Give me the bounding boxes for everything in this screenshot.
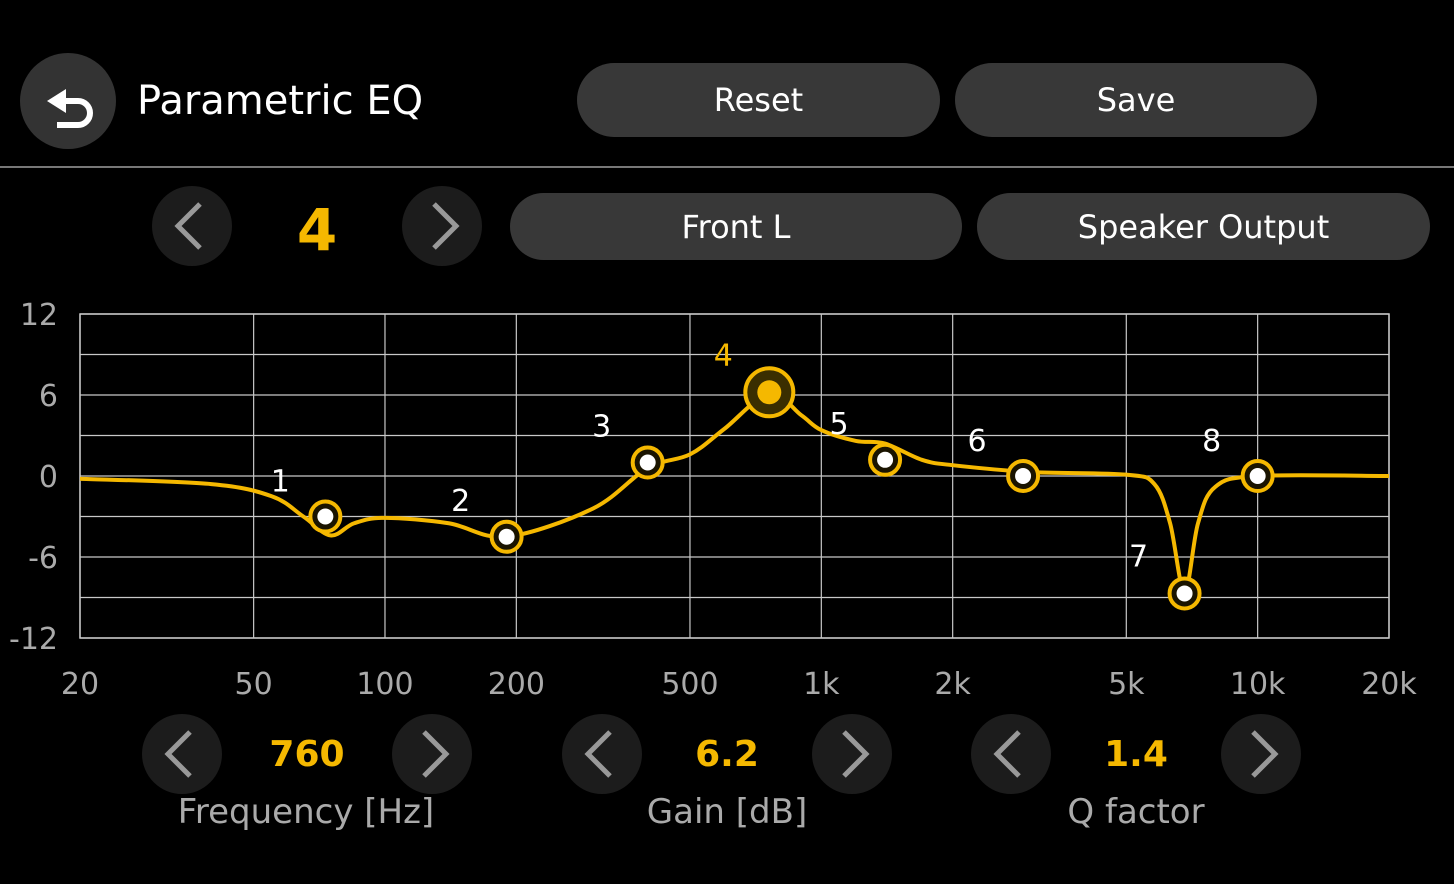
channel-button[interactable]: Front L bbox=[510, 193, 962, 260]
x-tick-label: 10k bbox=[1230, 667, 1286, 702]
band-handle-2[interactable] bbox=[489, 519, 524, 554]
band-handle-4[interactable] bbox=[743, 366, 796, 419]
back-button[interactable] bbox=[20, 53, 116, 149]
x-tick-label: 5k bbox=[1108, 667, 1145, 702]
band-label-5: 5 bbox=[830, 407, 849, 442]
x-tick-label: 1k bbox=[803, 667, 840, 702]
gain-next-button[interactable] bbox=[812, 714, 892, 794]
frequency-prev-button[interactable] bbox=[142, 714, 222, 794]
save-button[interactable]: Save bbox=[955, 63, 1317, 137]
x-tick-label: 500 bbox=[661, 667, 718, 702]
band-label-1: 1 bbox=[271, 465, 290, 500]
chevron-right-icon bbox=[842, 730, 870, 778]
chevron-left-icon bbox=[164, 730, 192, 778]
chevron-right-icon bbox=[432, 202, 460, 250]
response-curve bbox=[79, 391, 1390, 595]
band-handle-1[interactable] bbox=[308, 499, 343, 534]
y-tick-label: 12 bbox=[20, 298, 58, 333]
band-label-6: 6 bbox=[968, 424, 987, 459]
band-label-8: 8 bbox=[1202, 424, 1221, 459]
chevron-right-icon bbox=[1251, 730, 1279, 778]
frequency-next-button[interactable] bbox=[392, 714, 472, 794]
band-label-4: 4 bbox=[714, 338, 733, 373]
frequency-label: Frequency [Hz] bbox=[177, 792, 435, 832]
band-handle-5[interactable] bbox=[868, 442, 903, 477]
x-tick-label: 20 bbox=[61, 667, 99, 702]
q-label: Q factor bbox=[1067, 792, 1205, 832]
band-label-7: 7 bbox=[1129, 539, 1148, 574]
gain-label: Gain [dB] bbox=[646, 792, 808, 832]
back-arrow-icon bbox=[47, 89, 93, 128]
page-title: Parametric EQ bbox=[137, 78, 424, 124]
q-prev-button[interactable] bbox=[971, 714, 1051, 794]
y-tick-label: 0 bbox=[39, 460, 58, 495]
x-tick-label: 2k bbox=[934, 667, 971, 702]
y-tick-label: -6 bbox=[28, 541, 58, 576]
chevron-left-icon bbox=[174, 202, 202, 250]
gain-value: 6.2 bbox=[695, 734, 759, 775]
band-handle-8[interactable] bbox=[1240, 459, 1275, 493]
reset-button[interactable]: Reset bbox=[577, 63, 940, 137]
x-tick-label: 200 bbox=[488, 667, 545, 702]
chevron-left-icon bbox=[584, 730, 612, 778]
band-handle-3[interactable] bbox=[630, 445, 665, 480]
gain-prev-button[interactable] bbox=[562, 714, 642, 794]
y-tick-label: -12 bbox=[9, 622, 58, 657]
band-label-2: 2 bbox=[451, 484, 470, 519]
chevron-left-icon bbox=[993, 730, 1021, 778]
speaker-output-button[interactable]: Speaker Output bbox=[977, 193, 1430, 260]
header-divider bbox=[0, 166, 1454, 168]
frequency-value: 760 bbox=[269, 734, 345, 775]
x-tick-label: 50 bbox=[235, 667, 273, 702]
x-tick-label: 20k bbox=[1361, 667, 1417, 702]
band-handle-6[interactable] bbox=[1006, 459, 1041, 493]
band-number: 4 bbox=[296, 196, 338, 264]
band-label-3: 3 bbox=[592, 410, 611, 445]
band-handle-7[interactable] bbox=[1167, 576, 1202, 611]
band-prev-button[interactable] bbox=[152, 186, 232, 266]
y-tick-label: 6 bbox=[39, 379, 58, 414]
x-tick-label: 100 bbox=[356, 667, 413, 702]
q-value: 1.4 bbox=[1104, 734, 1168, 775]
band-next-button[interactable] bbox=[402, 186, 482, 266]
q-next-button[interactable] bbox=[1221, 714, 1301, 794]
chevron-right-icon bbox=[422, 730, 450, 778]
